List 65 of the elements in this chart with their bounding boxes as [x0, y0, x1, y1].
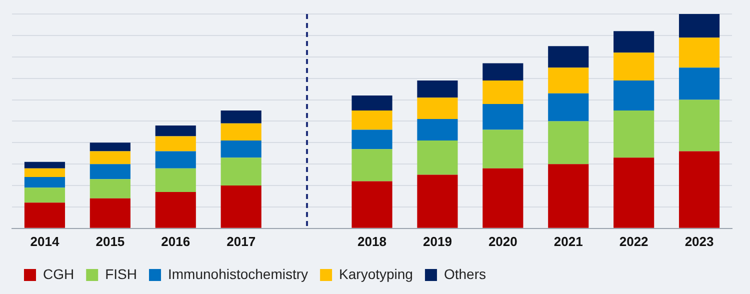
bar [90, 198, 130, 228]
x-tick-label: 2019 [422, 234, 452, 249]
legend-label: CGH [43, 266, 74, 282]
bar [548, 164, 589, 228]
x-tick-label: 2018 [358, 234, 386, 249]
bar [90, 142, 130, 152]
bar [417, 140, 458, 175]
bar [155, 168, 196, 192]
bar [614, 52, 654, 80]
bar [24, 168, 66, 177]
bar [417, 98, 458, 120]
bar [352, 149, 392, 182]
bar [220, 140, 262, 158]
bar [417, 119, 458, 140]
bar [90, 179, 130, 198]
bar [678, 151, 720, 228]
bar [352, 95, 392, 110]
x-tick-label: 2021 [554, 234, 583, 249]
x-tick-label: 2015 [96, 234, 125, 249]
bar [220, 186, 262, 228]
bar [614, 110, 654, 158]
bar [548, 93, 589, 122]
bar [155, 125, 196, 136]
bar [678, 38, 720, 68]
legend-label: Immunohistochemistry [168, 266, 308, 282]
x-tick-label: 2017 [226, 234, 256, 249]
legend-label: Others [444, 266, 486, 282]
bar [352, 181, 392, 228]
bar [155, 192, 196, 228]
x-tick-label: 2022 [619, 234, 648, 249]
bar [24, 162, 66, 168]
bar [482, 80, 524, 104]
bar [352, 130, 392, 150]
bar [90, 164, 130, 180]
bar [548, 46, 589, 68]
bar [482, 63, 524, 80]
x-tick-label: 2014 [30, 234, 60, 249]
bar [155, 136, 196, 152]
legend-label: Karyotyping [339, 266, 413, 282]
bar [24, 188, 66, 203]
bar [417, 174, 458, 228]
bar [24, 176, 66, 188]
bar [220, 123, 262, 140]
bar [417, 80, 458, 98]
bar [155, 151, 196, 168]
x-tick-label: 2020 [488, 234, 518, 249]
bar [678, 14, 720, 38]
bar [614, 80, 654, 110]
bar [678, 100, 720, 152]
bar [614, 158, 654, 228]
bar [678, 68, 720, 100]
bar [482, 104, 524, 130]
bar [548, 68, 589, 94]
bar [90, 151, 130, 164]
bar [220, 158, 262, 186]
bar [24, 202, 66, 228]
legend-label: FISH [105, 266, 137, 282]
bar [614, 31, 654, 53]
bar [548, 121, 589, 164]
bar [220, 110, 262, 124]
bar [482, 130, 524, 168]
bar [352, 110, 392, 130]
bar [482, 168, 524, 228]
x-tick-label: 2016 [161, 234, 190, 249]
x-tick-label: 2023 [684, 234, 714, 249]
